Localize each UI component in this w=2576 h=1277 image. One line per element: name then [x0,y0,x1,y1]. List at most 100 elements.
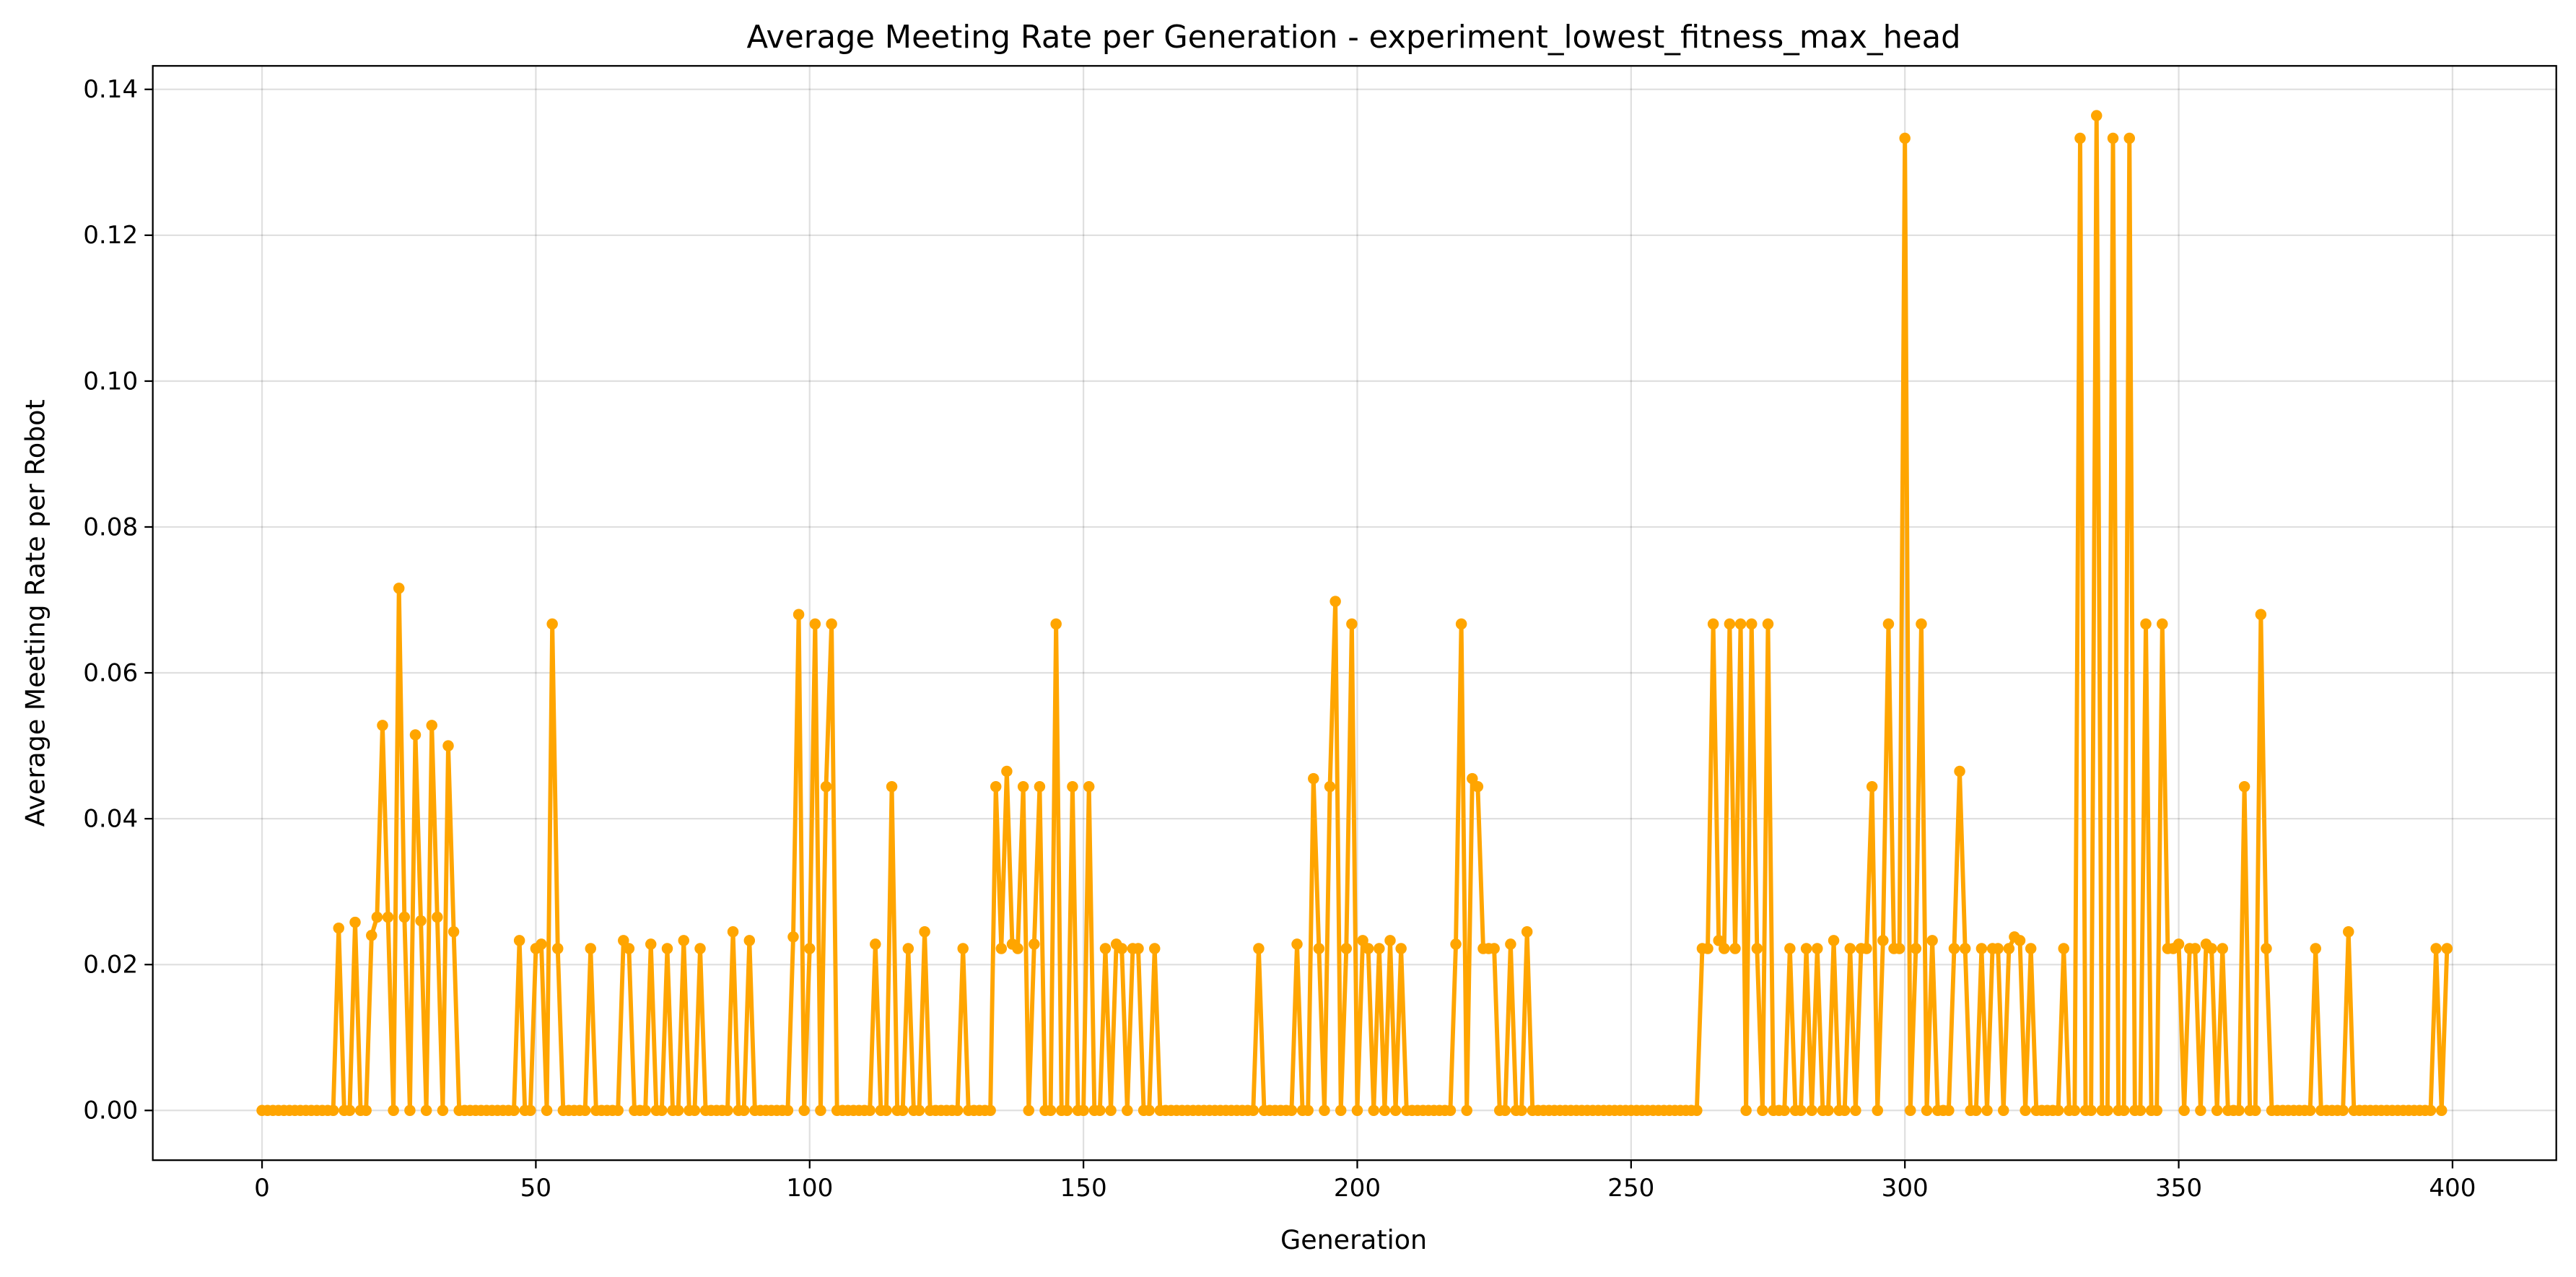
data-point [1778,1104,1791,1117]
data-point [508,1104,520,1117]
x-tick-label: 400 [2429,1174,2476,1203]
y-tick-label: 0.14 [83,75,138,104]
data-point [661,943,673,954]
data-point [1861,943,1872,954]
data-point [1488,943,1500,954]
data-point [371,911,383,923]
data-point [2343,925,2354,938]
data-point [1926,935,1938,946]
data-point [552,943,564,954]
data-point [798,1104,810,1117]
data-point [886,780,898,793]
data-point [420,1104,432,1117]
data-point [1017,780,1029,793]
data-point [1012,943,1023,954]
data-point [327,1104,339,1117]
data-point [727,925,739,938]
data-point [2052,1104,2064,1117]
data-point [1719,943,1730,954]
data-point [1455,618,1467,630]
data-point [1822,1104,1834,1117]
data-point [1806,1104,1817,1117]
data-point [1357,935,1368,946]
data-point [1467,772,1478,785]
data-point [525,1104,536,1117]
data-point [1828,935,1840,946]
x-tick-label: 50 [520,1174,551,1203]
data-point [672,1104,684,1117]
data-point [1795,1104,1807,1117]
data-point [2173,938,2185,950]
data-point [678,935,689,946]
data-point [612,1104,624,1117]
data-point [694,943,706,954]
data-point [536,938,547,950]
data-point [546,618,558,630]
data-point [1346,618,1358,630]
data-point [442,740,454,751]
data-point [1866,780,1878,793]
data-point [1330,596,1341,607]
data-point [1954,765,1965,777]
data-point [2195,1104,2206,1117]
data-point [1335,1104,1347,1117]
data-point [1734,618,1747,630]
data-point [377,720,388,731]
data-point [1099,943,1112,954]
data-point [2250,1104,2261,1117]
data-point [1105,1104,1117,1117]
data-point [1083,780,1095,793]
data-point [2206,943,2217,954]
data-point [1291,938,1303,950]
data-point [1838,1104,1851,1117]
data-point [1067,780,1078,793]
data-point [404,1104,416,1117]
data-point [995,943,1008,954]
data-point [623,943,635,954]
data-point [1001,765,1013,777]
data-point [1921,1104,1933,1117]
data-point [1724,618,1736,630]
data-point [2310,943,2321,954]
data-point [1324,780,1336,793]
data-point [1948,943,1960,954]
data-point [787,931,799,943]
data-point [1499,1104,1511,1117]
data-point [2304,1104,2316,1117]
y-tick-label: 0.04 [83,805,138,834]
data-point [1247,1104,1259,1117]
data-point [2441,943,2453,954]
data-point [366,930,377,941]
data-point [1061,1104,1073,1117]
data-point [957,943,969,954]
data-point [1812,943,1823,954]
data-point [1313,943,1325,954]
chart-title: Average Meeting Rate per Generation - ex… [746,19,1960,56]
data-point [2074,132,2086,144]
x-tick-label: 300 [1882,1174,1929,1203]
data-point [415,915,427,927]
data-point [722,1104,733,1117]
data-point [2003,943,2015,954]
data-point [2025,943,2037,954]
data-point [1872,1104,1883,1117]
data-point [579,1104,591,1117]
data-point [1702,943,1713,954]
data-point [2435,1104,2448,1117]
data-point [1368,1104,1379,1117]
data-point [826,618,837,630]
data-point [432,911,443,923]
data-point [2261,943,2272,954]
data-point [2178,1104,2190,1117]
data-point [1975,943,1988,954]
data-point [2189,943,2201,954]
data-point [793,609,805,620]
data-point [1362,943,1374,954]
data-point [1461,1104,1472,1117]
data-point [2107,132,2119,144]
data-point [2020,1104,2031,1117]
data-point [1910,943,1922,954]
